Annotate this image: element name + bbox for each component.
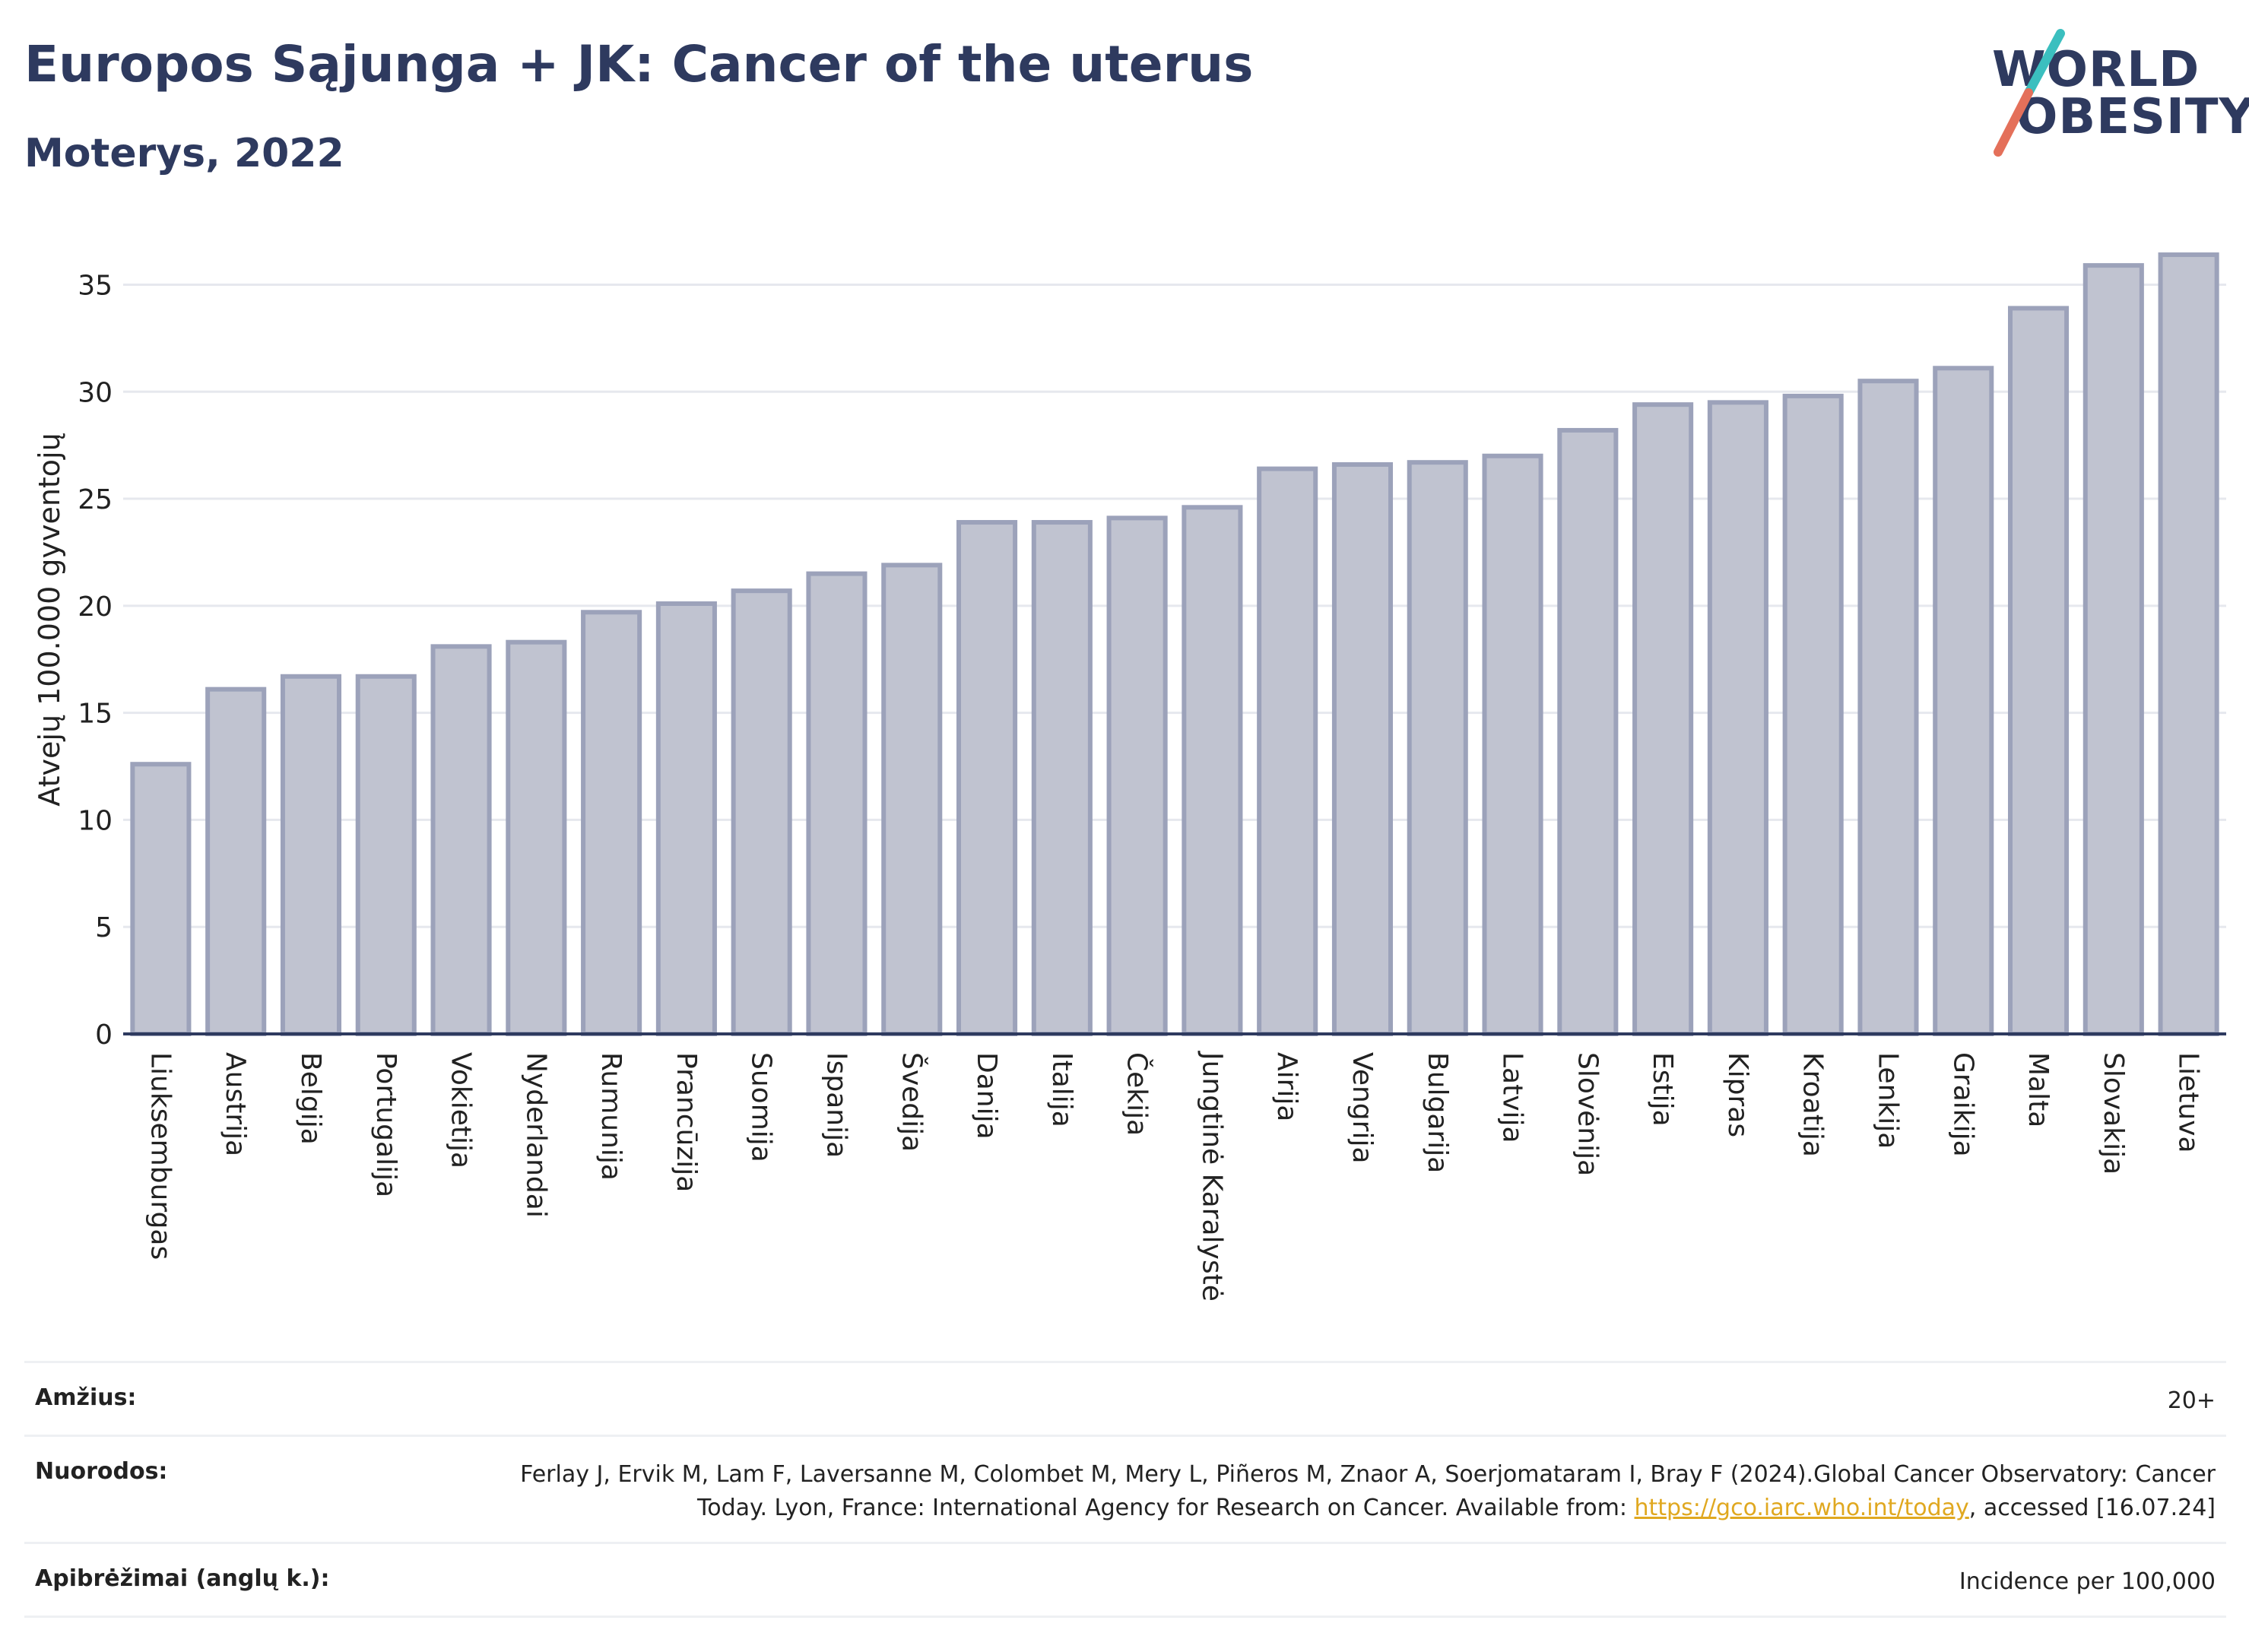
x-tick-label: Latvija	[1497, 1052, 1528, 1143]
references-key: Nuorodos:	[35, 1458, 168, 1485]
y-tick-label: 30	[78, 377, 113, 408]
info-table: Amžius: 20+ Nuorodos: Ferlay J, Ervik M,…	[24, 1361, 2226, 1618]
references-link[interactable]: https://gco.iarc.who.int/today	[1634, 1495, 1969, 1521]
x-tick-label: Jungtinė Karalystė	[1196, 1051, 1227, 1302]
info-row-age: Amžius: 20+	[24, 1361, 2226, 1435]
bar	[731, 588, 792, 1036]
x-tick-label: Suomija	[746, 1052, 777, 1162]
age-value: 20+	[2167, 1387, 2216, 1414]
definitions-value: Incidence per 100,000	[1959, 1568, 2216, 1595]
bar	[655, 601, 717, 1036]
chart-subtitle: Moterys, 2022	[24, 131, 344, 176]
x-tick-label: Kipras	[1722, 1052, 1753, 1137]
bar	[355, 674, 417, 1037]
y-tick-label: 35	[78, 270, 113, 301]
references-value: Ferlay J, Ervik M, Lam F, Laversanne M, …	[467, 1458, 2216, 1525]
y-tick-label: 5	[95, 912, 113, 943]
x-tick-label: Estija	[1647, 1052, 1678, 1127]
x-tick-label: Bulgarija	[1422, 1052, 1453, 1173]
x-tick-label: Portugalija	[370, 1052, 401, 1197]
x-tick-label: Prancūzija	[671, 1052, 702, 1192]
logo-line-1: WORLD	[1992, 42, 2200, 98]
bar	[506, 639, 567, 1036]
bar	[956, 520, 1018, 1036]
bar	[1482, 453, 1543, 1037]
x-tick-label: Liuksemburgas	[144, 1052, 176, 1260]
bar	[205, 686, 267, 1036]
x-tick-label: Belgija	[295, 1052, 326, 1145]
x-tick-label: Lietuva	[2173, 1052, 2204, 1153]
y-tick-label: 20	[78, 591, 113, 623]
logo-line-2: OBESITY	[2016, 89, 2249, 145]
x-tick-label: Slovakija	[2098, 1052, 2129, 1175]
age-key: Amžius:	[35, 1384, 137, 1411]
bar	[2007, 306, 2070, 1036]
bar	[1933, 366, 1994, 1036]
bar	[1782, 393, 1844, 1037]
bar	[1632, 402, 1694, 1036]
chart-title: Europos Sąjunga + JK: Cancer of the uter…	[24, 35, 1254, 94]
bar	[130, 762, 192, 1036]
bar-chart: 0 5 10 15 20 25 30 35 Liuksemburgas Austrija Belg…	[33, 252, 2226, 1302]
x-tick-label: Austrija	[220, 1052, 251, 1156]
x-tick-label: Nyderlandai	[520, 1052, 551, 1218]
logo-slash-icon	[1994, 29, 2065, 157]
x-tick-label: Rumunija	[595, 1052, 626, 1181]
x-tick-label: Malta	[2022, 1052, 2054, 1127]
bar	[1407, 460, 1468, 1036]
y-tick-label: 0	[95, 1019, 113, 1051]
y-tick-label: 15	[78, 699, 113, 730]
bars	[130, 252, 2219, 1037]
x-tick-label: Graikija	[1947, 1052, 1978, 1157]
references-accessed: , accessed [16.07.24]	[1968, 1495, 2216, 1521]
info-row-definitions: Apibrėžimai (anglų k.): Incidence per 10…	[24, 1542, 2226, 1618]
bar	[1557, 427, 1619, 1036]
x-tick-labels: Liuksemburgas Austrija Belgija Portugalija V…	[144, 1051, 2203, 1302]
bar	[1257, 466, 1318, 1036]
x-tick-label: Kroatija	[1797, 1052, 1829, 1157]
bar	[1857, 379, 1919, 1036]
bar	[1031, 520, 1093, 1036]
y-axis-label: Atvejų 100.000 gyventojų	[33, 433, 66, 806]
definitions-key: Apibrėžimai (anglų k.):	[35, 1565, 330, 1592]
x-tick-label: Danija	[971, 1052, 1002, 1140]
y-tick-label: 10	[78, 805, 113, 836]
bar	[430, 644, 492, 1036]
bar	[2158, 252, 2219, 1037]
x-tick-label: Italija	[1046, 1052, 1077, 1127]
bar	[806, 571, 868, 1036]
references-text: Ferlay J, Ervik M, Lam F, Laversanne M, …	[520, 1461, 2216, 1521]
x-tick-label: Vokietija	[446, 1052, 477, 1168]
world-obesity-logo: WORLD OBESITY	[1977, 23, 2249, 160]
bar	[1182, 505, 1243, 1036]
y-tick-labels: 0 5 10 15 20 25 30 35	[78, 270, 113, 1051]
y-tick-label: 25	[78, 484, 113, 515]
x-tick-label: Lenkija	[1872, 1052, 1903, 1149]
x-tick-label: Vengrija	[1347, 1052, 1378, 1164]
bar	[881, 563, 943, 1036]
bar	[1707, 400, 1768, 1036]
bar	[581, 610, 642, 1036]
bar	[1106, 515, 1168, 1037]
x-tick-label: Švedija	[896, 1052, 928, 1152]
info-row-references: Nuorodos: Ferlay J, Ervik M, Lam F, Lave…	[24, 1435, 2226, 1542]
bar	[2082, 263, 2144, 1036]
x-tick-label: Slovėnija	[1572, 1052, 1603, 1176]
x-tick-label: Airija	[1271, 1052, 1302, 1122]
x-tick-label: Čekija	[1121, 1052, 1153, 1136]
bar	[1331, 462, 1394, 1036]
x-tick-label: Ispanija	[820, 1052, 852, 1158]
bar	[280, 674, 342, 1037]
